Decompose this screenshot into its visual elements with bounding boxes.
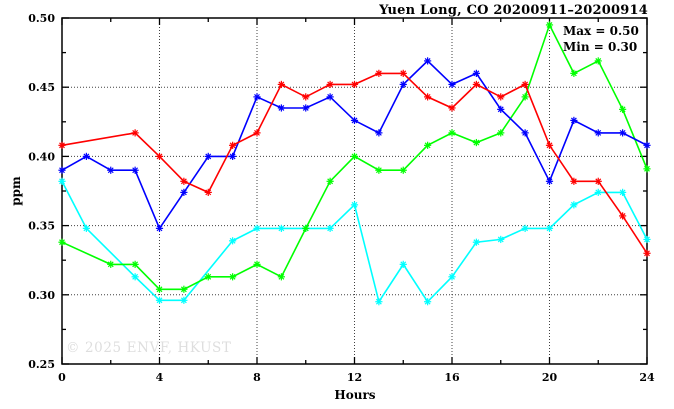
x-tick-labels: 0 4 8 12 16 20 24 — [58, 371, 655, 384]
grid-lines — [62, 18, 647, 364]
x-tick-label: 16 — [444, 371, 460, 384]
y-tick-label: 0.25 — [28, 358, 55, 371]
plot-frame — [61, 17, 648, 365]
y-tick-label: 0.40 — [28, 150, 55, 163]
y-tick-label: 0.35 — [28, 220, 55, 233]
series-blue-markers — [58, 57, 651, 232]
chart-title: Yuen Long, CO 20200911–20200914 — [379, 3, 648, 18]
x-tick-label: 20 — [542, 371, 558, 384]
series-green-line — [61, 22, 648, 291]
series-blue — [58, 57, 651, 232]
x-tick-label: 24 — [639, 371, 655, 384]
series-red-line — [61, 72, 648, 254]
x-tick-label: 0 — [58, 371, 66, 384]
y-tick-label: 0.45 — [28, 81, 55, 94]
watermark: © 2025 ENVF, HKUST — [66, 340, 232, 356]
y-axis-label: ppm — [9, 176, 23, 206]
y-tick-label: 0.50 — [28, 12, 55, 25]
series-cyan-markers — [58, 177, 651, 306]
max-min-annotation: Max = 0.50 Min = 0.30 — [563, 23, 639, 55]
series-green — [58, 21, 651, 293]
x-tick-label: 8 — [253, 371, 261, 384]
max-annotation: Max = 0.50 — [563, 24, 639, 38]
x-tick-label: 12 — [347, 371, 362, 384]
y-tick-labels: 0.25 0.30 0.35 0.40 0.45 0.50 — [28, 12, 55, 371]
series-red — [58, 69, 651, 257]
y-tick-label: 0.30 — [28, 289, 55, 302]
series-red-markers — [58, 69, 651, 257]
series-green-markers — [58, 21, 651, 293]
x-tick-label: 4 — [156, 371, 164, 384]
series-cyan-line — [61, 180, 648, 304]
x-axis-label: Hours — [334, 388, 376, 402]
series-cyan — [58, 177, 651, 306]
min-annotation: Min = 0.30 — [563, 40, 638, 54]
